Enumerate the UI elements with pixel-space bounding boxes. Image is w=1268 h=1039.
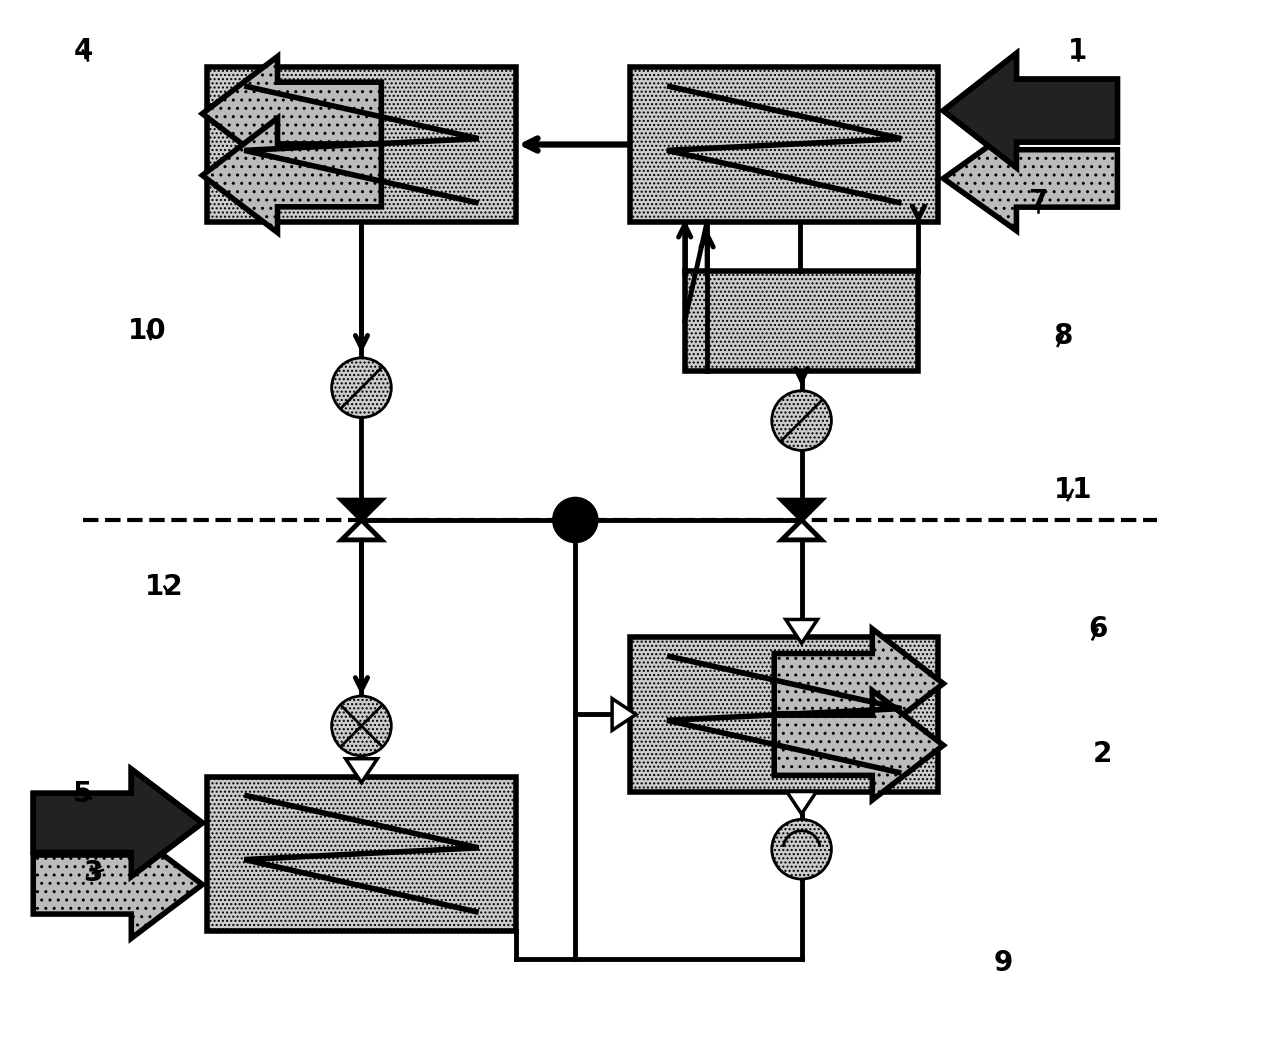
- Text: 10: 10: [128, 317, 167, 345]
- Polygon shape: [943, 53, 1117, 167]
- Text: 5: 5: [74, 779, 93, 807]
- Polygon shape: [781, 520, 822, 540]
- Circle shape: [553, 498, 597, 542]
- Polygon shape: [943, 53, 1117, 167]
- Polygon shape: [341, 520, 382, 540]
- Text: 2: 2: [1093, 740, 1112, 768]
- Bar: [207, 776, 516, 931]
- Bar: [630, 68, 938, 221]
- Text: 1: 1: [1068, 36, 1087, 64]
- Text: 9: 9: [993, 949, 1013, 977]
- Text: 11: 11: [1054, 476, 1092, 504]
- Polygon shape: [346, 758, 378, 782]
- Polygon shape: [786, 792, 817, 814]
- Bar: [685, 271, 918, 371]
- Polygon shape: [33, 831, 203, 938]
- Polygon shape: [781, 500, 822, 520]
- Polygon shape: [203, 118, 382, 233]
- Text: 8: 8: [1052, 322, 1073, 350]
- Circle shape: [772, 391, 832, 450]
- Circle shape: [772, 820, 832, 879]
- Bar: [207, 68, 516, 221]
- Text: 7: 7: [1028, 188, 1047, 216]
- Text: 4: 4: [74, 36, 93, 64]
- Polygon shape: [943, 126, 1117, 231]
- Polygon shape: [775, 691, 943, 800]
- Polygon shape: [33, 769, 203, 877]
- Bar: [630, 637, 938, 792]
- Text: 6: 6: [1088, 615, 1107, 643]
- Text: 3: 3: [84, 859, 103, 887]
- Circle shape: [332, 696, 392, 755]
- Polygon shape: [341, 500, 382, 520]
- Polygon shape: [203, 56, 382, 170]
- Polygon shape: [786, 619, 818, 643]
- Polygon shape: [33, 769, 203, 877]
- Polygon shape: [612, 698, 637, 730]
- Polygon shape: [775, 629, 943, 739]
- Text: 12: 12: [146, 572, 184, 601]
- Circle shape: [332, 357, 392, 418]
